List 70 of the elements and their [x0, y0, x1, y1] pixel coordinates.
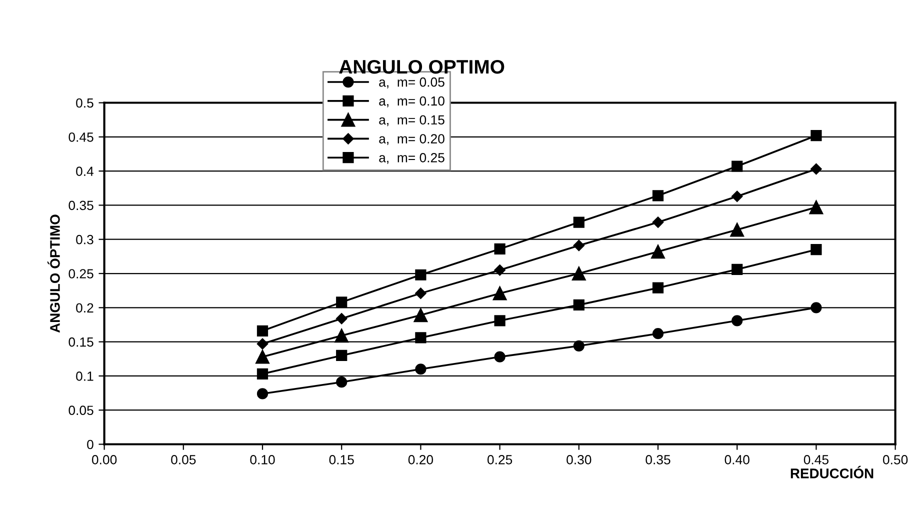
y-tick-label: 0.45	[68, 132, 94, 142]
point	[414, 308, 428, 322]
x-tick-label: 0.25	[487, 455, 512, 464]
point	[415, 269, 426, 280]
point	[256, 325, 268, 336]
y-tick-label: 0.3	[76, 234, 94, 244]
x-axis-title: REDUCCIÓN	[790, 466, 874, 478]
y-tick-label: 0.25	[68, 269, 94, 278]
point	[573, 299, 584, 310]
x-tick-label: 0.30	[566, 455, 592, 464]
y-tick-label: 0	[87, 440, 94, 450]
point	[336, 296, 348, 308]
y-tick-label: 0.1	[76, 372, 94, 381]
point	[415, 364, 426, 375]
x-tick-label: 0.45	[804, 455, 828, 464]
point	[732, 264, 743, 275]
legend-label: a, m= 0.05	[379, 77, 444, 88]
point	[652, 282, 664, 294]
x-tick-label: 0.35	[646, 455, 670, 464]
y-tick-label: 0.5	[76, 98, 94, 108]
point	[492, 286, 507, 300]
point	[732, 160, 743, 172]
point	[573, 240, 585, 252]
x-tick-label: 0.40	[724, 455, 750, 464]
x-tick-label: 0.20	[408, 455, 434, 464]
point	[730, 222, 744, 237]
y-tick-label: 0.35	[68, 200, 94, 210]
chart-title: ANGULO OPTIMO	[339, 60, 504, 74]
point	[810, 163, 822, 175]
point	[810, 244, 822, 256]
point	[573, 340, 584, 352]
y-axis-title: ANGULO ÓPTIMO	[47, 214, 60, 333]
point	[256, 350, 270, 364]
point	[494, 315, 506, 326]
point	[810, 130, 822, 142]
point	[336, 312, 348, 324]
y-tick-label: 0.2	[76, 303, 94, 313]
point	[494, 264, 506, 276]
point	[415, 288, 426, 299]
point	[572, 266, 586, 280]
x-tick-label: 0.50	[882, 455, 908, 464]
point	[573, 216, 584, 228]
point	[256, 338, 268, 350]
point	[415, 332, 426, 344]
x-tick-label: 0.00	[92, 455, 117, 464]
y-tick-label: 0.05	[68, 406, 94, 416]
point	[809, 200, 824, 214]
point	[256, 368, 268, 380]
point	[652, 190, 664, 202]
point	[336, 376, 348, 388]
y-tick-label: 0.15	[68, 337, 94, 347]
point	[494, 351, 506, 362]
legend-label: a, m= 0.15	[379, 115, 444, 126]
x-tick-label: 0.10	[250, 455, 275, 464]
point	[336, 350, 348, 362]
point	[494, 243, 506, 254]
point	[732, 190, 743, 202]
y-tick-label: 0.4	[76, 166, 94, 176]
point	[652, 328, 664, 340]
legend-label: a, m= 0.10	[379, 96, 444, 108]
x-tick-label: 0.15	[329, 455, 354, 464]
legend-label: a, m= 0.20	[379, 134, 444, 146]
point	[651, 244, 665, 259]
point	[732, 315, 743, 326]
x-tick-label: 0.05	[171, 455, 196, 464]
point	[652, 216, 664, 228]
legend-label: a, m= 0.25	[379, 153, 444, 164]
point	[810, 302, 822, 314]
point	[256, 388, 268, 400]
point	[334, 328, 349, 343]
